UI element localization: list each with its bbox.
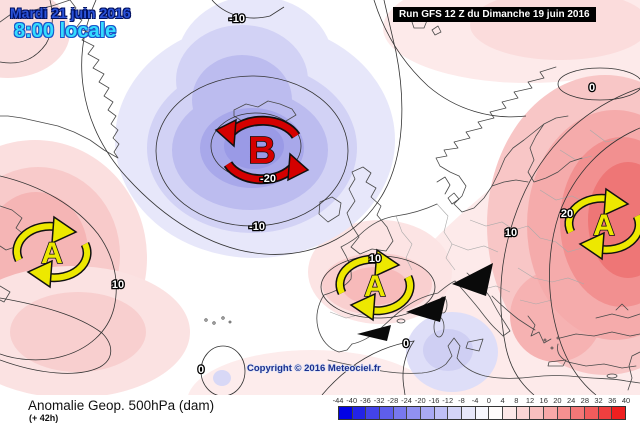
colorbar-cell <box>489 407 504 419</box>
colorbar-label: -40 <box>346 396 358 405</box>
high-letter: A <box>41 237 63 270</box>
contour-label: -10 <box>249 221 265 233</box>
colorbar-cell <box>571 407 586 419</box>
colorbar-label: -20 <box>414 396 426 405</box>
contour-label: 10 <box>112 279 124 291</box>
country-borders <box>329 129 623 319</box>
legend-bar: Anomalie Geop. 500hPa (dam) (+ 42h) -44-… <box>0 395 640 427</box>
colorbar-cell <box>544 407 558 419</box>
colorbar-label: 0 <box>486 396 491 405</box>
colorbar-cell <box>462 407 476 419</box>
colorbar-label: 20 <box>553 396 562 405</box>
forecast-offset: (+ 42h) <box>29 413 59 423</box>
colorbar-label: -24 <box>401 396 412 405</box>
colorbar-cell <box>407 407 422 419</box>
map-canvas: B A A A -10-2 <box>0 0 640 395</box>
colorbar-label: -4 <box>471 396 479 405</box>
colorbar-label: 12 <box>525 396 535 405</box>
colorbar-cell <box>475 407 490 419</box>
colorbar: -44 -40 -36 -32 -28 -24 -20 -16 -12 -8 -4 0 4 8 12 16 20… <box>333 396 631 421</box>
colorbar-label: 4 <box>500 396 505 405</box>
colorbar-label: 24 <box>566 396 576 405</box>
colorbar-label: -44 <box>332 396 344 405</box>
colorbar-cell <box>503 407 517 419</box>
contour-label: -20 <box>260 173 276 185</box>
colorbar-cell <box>380 407 394 419</box>
local-time-label: 8:00 locale <box>14 19 117 42</box>
contour-label: 10 <box>369 253 381 265</box>
copyright-watermark: Copyright © 2016 Meteociel.fr <box>247 363 381 374</box>
colorbar-cell <box>585 407 599 419</box>
colorbar-cell <box>598 407 613 419</box>
colorbar-cell <box>530 407 545 419</box>
colorbar-label: -16 <box>428 396 440 405</box>
contour-label: -10 <box>229 13 245 25</box>
low-letter: B <box>248 130 275 172</box>
colorbar-label: -36 <box>360 396 371 405</box>
colorbar-label: 28 <box>580 396 590 405</box>
colorbar-cell <box>448 407 463 419</box>
colorbar-cell <box>557 407 572 419</box>
colorbar-cell <box>421 407 435 419</box>
date-box: Mardi 21 juin 2016 8:00 locale <box>10 6 131 42</box>
colorbar-label: -32 <box>373 396 385 405</box>
colorbar-cell <box>352 407 367 419</box>
high-pressure-marker-iberia: A <box>335 248 415 322</box>
contour-label: 0 <box>198 364 204 376</box>
contour-label: 0 <box>403 338 409 350</box>
colorbar-cells <box>338 406 626 420</box>
colorbar-label: -28 <box>387 396 399 405</box>
colorbar-label: 32 <box>594 396 603 405</box>
colorbar-cell <box>393 407 408 419</box>
contour-label: 10 <box>505 227 517 239</box>
contour-label: 20 <box>561 208 573 220</box>
colorbar-label: 8 <box>514 396 519 405</box>
run-info-box: Run GFS 12 Z du Dimanche 19 juin 2016 <box>393 7 596 22</box>
high-pressure-marker-west: A <box>12 215 92 289</box>
map-title: Anomalie Geop. 500hPa (dam) <box>28 398 215 413</box>
run-info-label: Run GFS 12 Z du Dimanche 19 juin 2016 <box>399 9 590 20</box>
contour-lines <box>0 0 640 395</box>
high-letter: A <box>364 270 386 303</box>
colorbar-cell <box>612 407 626 419</box>
high-pressure-marker-east: A <box>564 187 640 261</box>
colorbar-label: 16 <box>539 396 548 405</box>
colorbar-cell <box>434 407 449 419</box>
cold-front-triangles <box>357 263 493 341</box>
low-pressure-marker: B <box>214 115 310 185</box>
colorbar-cell <box>516 407 531 419</box>
high-letter: A <box>593 209 615 242</box>
date-label: Mardi 21 juin 2016 <box>10 5 131 21</box>
colorbar-label: -12 <box>442 396 454 405</box>
colorbar-labels: -44 -40 -36 -32 -28 -24 -20 -16 -12 -8 -4 0 4 8 12 16 20… <box>333 396 631 405</box>
anomaly-fill-layer <box>0 0 640 395</box>
colorbar-label: 36 <box>608 396 617 405</box>
colorbar-cell <box>366 407 381 419</box>
colorbar-label: 40 <box>621 396 631 405</box>
contour-label: 0 <box>589 82 595 94</box>
colorbar-label: -8 <box>458 396 465 405</box>
colorbar-cell <box>339 407 353 419</box>
